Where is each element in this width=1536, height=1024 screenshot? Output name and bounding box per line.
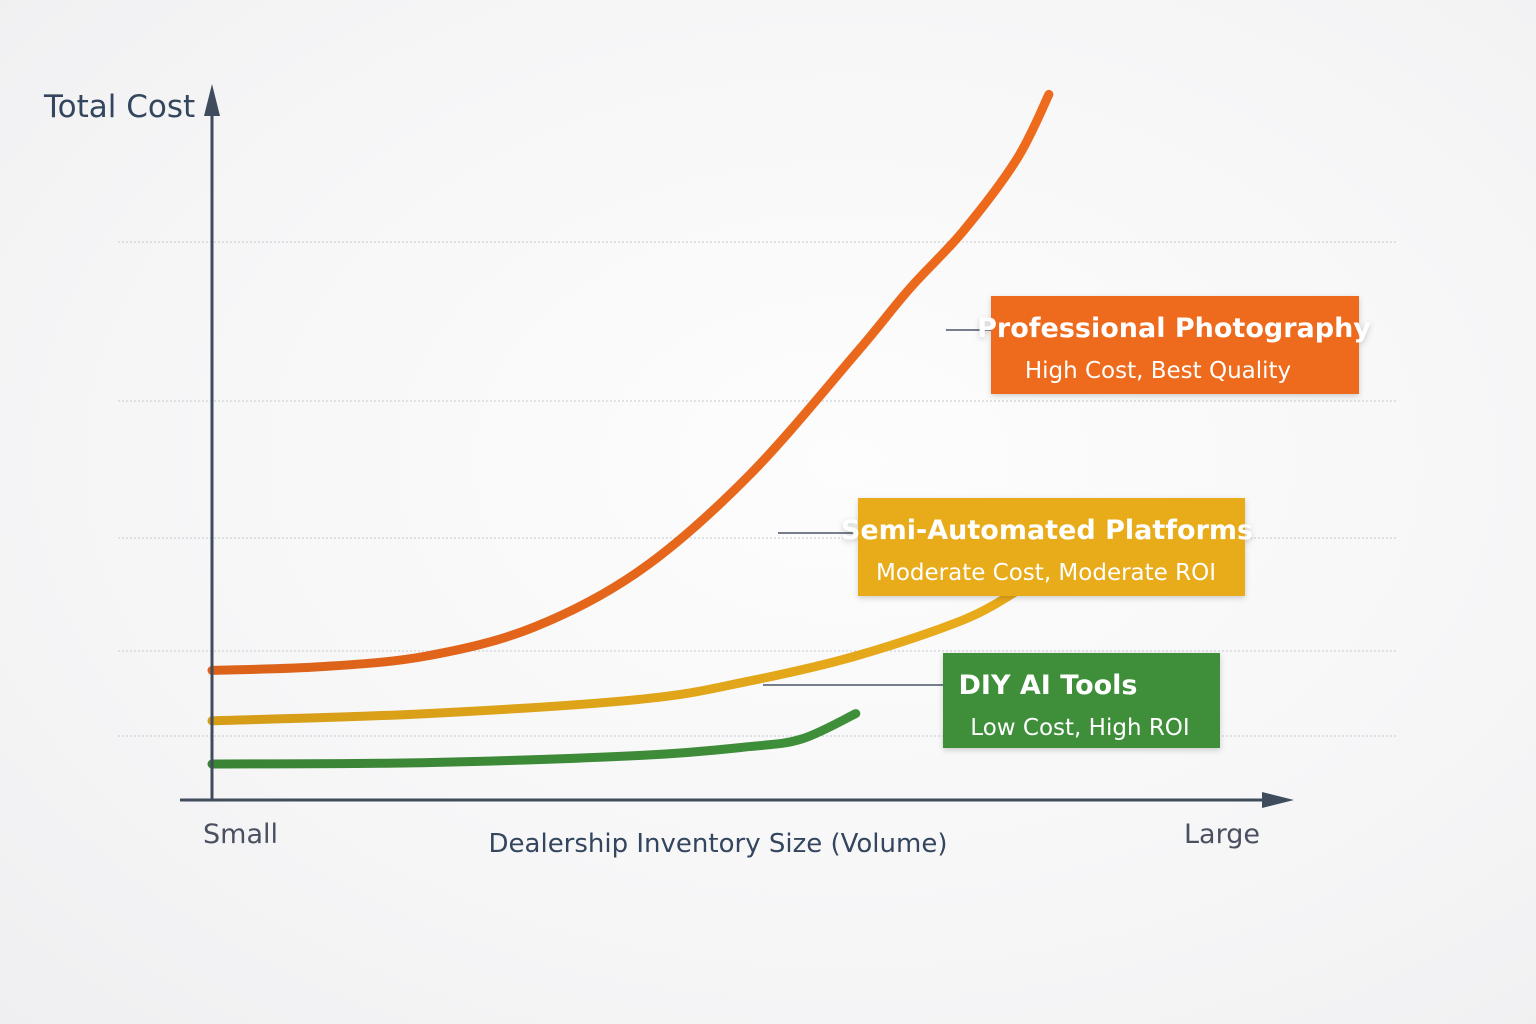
label-semi-automated-platforms: Semi-Automated Platforms Moderate Cost, M…	[841, 498, 1253, 596]
label-professional-photography: Professional Photography High Cost, Best …	[977, 296, 1371, 394]
curve-professional-photography	[207, 89, 1054, 675]
series-curves	[207, 89, 1054, 769]
series-labels: Professional Photography High Cost, Best …	[841, 296, 1371, 748]
label-subtitle-diy-ai-tools: Low Cost, High ROI	[970, 715, 1189, 741]
label-diy-ai-tools: DIY AI Tools Low Cost, High ROI	[943, 653, 1220, 748]
label-subtitle-professional-photography: High Cost, Best Quality	[1025, 358, 1291, 384]
curve-diy-ai-tools	[207, 709, 861, 769]
label-title-diy-ai-tools: DIY AI Tools	[958, 670, 1137, 701]
x-tick-large: Large	[1184, 819, 1260, 850]
label-connectors	[763, 329, 991, 686]
label-box-diy-ai-tools	[943, 653, 1220, 748]
label-box-semi-automated-platforms	[858, 498, 1245, 596]
label-box-professional-photography	[991, 296, 1359, 394]
label-title-semi-automated-platforms: Semi-Automated Platforms	[841, 515, 1253, 546]
y-axis-title: Total Cost	[43, 89, 195, 125]
x-axis-arrow	[1262, 792, 1294, 808]
label-subtitle-semi-automated-platforms: Moderate Cost, Moderate ROI	[876, 560, 1216, 586]
curve-semi-automated-platforms	[207, 586, 1022, 726]
x-axis-title: Dealership Inventory Size (Volume)	[489, 829, 948, 859]
y-axis-arrow	[204, 84, 220, 116]
x-tick-small: Small	[203, 819, 278, 850]
label-title-professional-photography: Professional Photography	[977, 313, 1371, 344]
axes	[180, 84, 1294, 808]
